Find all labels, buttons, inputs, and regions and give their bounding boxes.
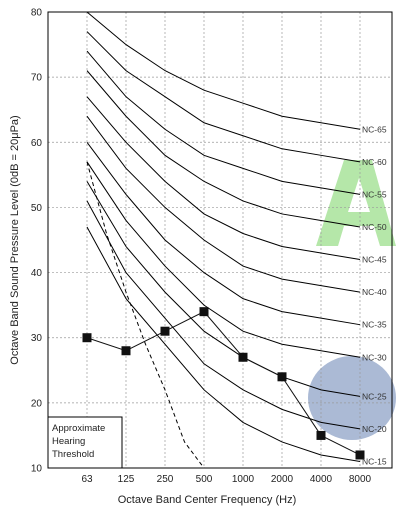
x-axis-label: Octave Band Center Frequency (Hz) [118, 494, 297, 506]
nc-labels: NC-15 NC-20 NC-25 NC-30 NC-35 NC-40 NC-45 NC-50… [362, 124, 387, 466]
watermark-letter [316, 160, 396, 246]
nc-curve-label: NC-40 [362, 287, 387, 297]
measured-point [355, 450, 365, 460]
nc-curve [86, 161, 361, 358]
nc-curve [86, 31, 361, 163]
nc-curve [86, 50, 361, 195]
measured-point [199, 307, 209, 317]
grid [48, 11, 392, 469]
nc-curve [86, 96, 361, 261]
y-tick-label: 70 [31, 73, 43, 84]
x-tick-label: 500 [196, 474, 213, 485]
plot-frame [47, 11, 393, 469]
annotation-text: Approximate [52, 423, 105, 434]
y-tick-label: 30 [31, 333, 43, 344]
nc-curve-label: NC-65 [362, 124, 387, 134]
nc-curve [86, 11, 361, 130]
nc-curve [86, 141, 361, 326]
nc-curve-label: NC-55 [362, 189, 387, 199]
annotation-text: Hearing [52, 436, 85, 447]
x-tick-label: 250 [157, 474, 174, 485]
plot-border [47, 11, 393, 469]
nc-curve [86, 226, 361, 462]
annotation-box: Approximate Hearing Threshold [47, 416, 123, 469]
nc-curve-label: NC-45 [362, 255, 387, 265]
hearing-threshold [86, 161, 205, 469]
nc-curves [86, 11, 361, 462]
y-tick-label: 10 [31, 464, 43, 475]
y-tick-labels: 10 20 30 40 50 60 70 80 [31, 8, 43, 475]
x-tick-label: 8000 [349, 474, 372, 485]
nc-curve [86, 70, 361, 228]
measured-point [277, 372, 287, 382]
measured-point [238, 352, 248, 362]
watermark-shape [308, 356, 396, 440]
nc-curve [86, 181, 361, 397]
annotation-text: Threshold [52, 449, 94, 460]
x-tick-label: 125 [118, 474, 135, 485]
y-tick-label: 60 [31, 138, 43, 149]
x-tick-label: 63 [81, 474, 93, 485]
measured-point [160, 326, 170, 336]
nc-curve-label: NC-30 [362, 352, 387, 362]
y-tick-label: 20 [31, 398, 43, 409]
measured-point [121, 346, 131, 356]
y-tick-label: 40 [31, 268, 43, 279]
x-tick-label: 4000 [310, 474, 333, 485]
nc-curve-label: NC-20 [362, 424, 387, 434]
hearing-threshold-line [86, 161, 205, 469]
nc-curve-label: NC-35 [362, 320, 387, 330]
nc-curve-label: NC-25 [362, 391, 387, 401]
watermark [308, 160, 396, 440]
nc-curve [86, 200, 361, 430]
measured-point [82, 333, 92, 343]
y-tick-label: 80 [31, 8, 43, 19]
measured-point [316, 430, 326, 440]
annotation-frame [47, 416, 123, 469]
nc-curve-label: NC-60 [362, 157, 387, 167]
y-axis-label: Octave Band Sound Pressure Level (0dB = … [9, 115, 21, 364]
x-tick-labels: 63 125 250 500 1000 2000 4000 8000 [81, 474, 371, 485]
measured-series [82, 307, 365, 460]
x-tick-label: 2000 [271, 474, 294, 485]
x-tick-label: 1000 [232, 474, 255, 485]
y-tick-label: 50 [31, 203, 43, 214]
measured-line [86, 311, 361, 456]
nc-curve [86, 115, 361, 293]
nc-curve-label: NC-50 [362, 222, 387, 232]
nc-curve-label: NC-15 [362, 456, 387, 466]
